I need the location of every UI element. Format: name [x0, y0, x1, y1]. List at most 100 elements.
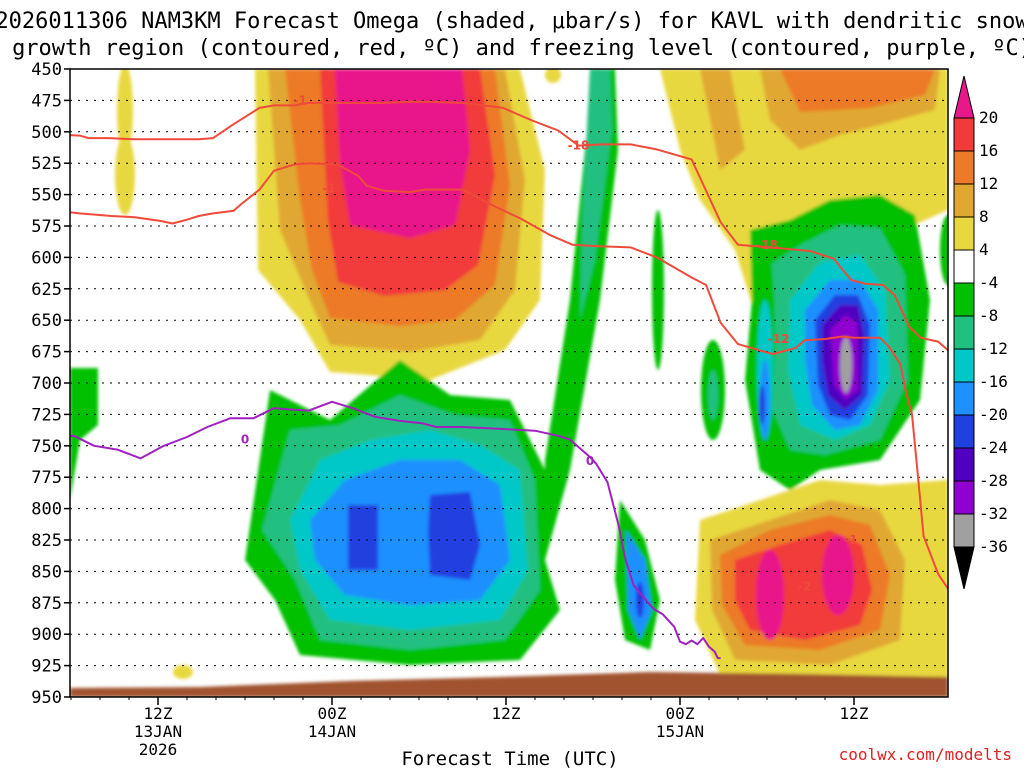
y-tick-label: 750 [31, 437, 62, 457]
omega-rising-core [822, 535, 854, 615]
y-axis: 450 475 500 525 550 575 600 625 650 675 700 725 750 7… [31, 60, 70, 708]
colorbar-tick-label: -32 [979, 504, 1008, 523]
colorbar-tick-label: 20 [979, 108, 998, 127]
terrain-ground [70, 672, 948, 697]
omega-rising-region [117, 69, 133, 155]
colorbar-tick-label: -28 [979, 471, 1008, 490]
y-tick-label: 775 [31, 468, 62, 488]
colorbar-swatch [953, 513, 975, 548]
x-tick-label: 00Z [666, 704, 695, 723]
y-tick-label: 625 [31, 280, 62, 300]
colorbar-tick-label: 12 [979, 174, 998, 193]
y-tick-label: 600 [31, 248, 62, 268]
y-tick-label: 650 [31, 311, 62, 331]
y-tick-label: 575 [31, 217, 62, 237]
contour-label: 0 [241, 433, 249, 447]
omega-sinking-max [840, 337, 852, 393]
y-tick-label: 700 [31, 374, 62, 394]
x-axis-label: Forecast Time (UTC) [401, 748, 618, 768]
y-tick-label: 725 [31, 405, 62, 425]
colorbar-tick-label: -12 [979, 339, 1008, 358]
x-tick-label: 12Z [840, 704, 869, 723]
y-tick-label: 550 [31, 186, 62, 206]
contour-dgz_upper [70, 100, 948, 352]
colorbar-swatch [953, 183, 975, 218]
omega-rising-region [780, 69, 935, 112]
colorbar-swatch [953, 117, 975, 152]
colorbar-swatch [953, 150, 975, 185]
contour-label: 0 [586, 454, 594, 468]
colorbar-tick-label: -4 [979, 273, 998, 292]
y-tick-label: 500 [31, 123, 62, 143]
contour-label: -1 [844, 533, 857, 547]
y-tick-label: 950 [31, 688, 62, 708]
omega-rising-core [335, 69, 470, 238]
omega-rising-region [173, 665, 193, 679]
y-tick-label: 450 [31, 60, 62, 80]
omega-rising-region [545, 69, 561, 83]
omega-rising-region [700, 69, 745, 170]
x-tick-date: 14JAN [308, 722, 356, 741]
colorbar-swatch [953, 249, 975, 284]
omega-sinking-region [580, 69, 612, 320]
omega-sinking-core [428, 492, 480, 580]
colorbar-swatch [953, 480, 975, 515]
chart-title-line1: 2026011306 NAM3KM Forecast Omega (shaded… [0, 9, 1024, 34]
y-tick-label: 850 [31, 562, 62, 582]
colorbar-swatch [953, 216, 975, 251]
colorbar-swatch [953, 414, 975, 449]
omega-sinking-core [348, 505, 378, 570]
contour-label: -1 [322, 181, 335, 195]
colorbar-max-arrow [953, 75, 975, 119]
colorbar-tick-label: 16 [979, 141, 998, 160]
x-tick-label: 12Z [492, 704, 521, 723]
x-tick-label: 00Z [318, 704, 347, 723]
y-tick-label: 900 [31, 625, 62, 645]
contour-lines: -1 -1 -18 -18 -12 -2 -1 0 0 [70, 93, 948, 660]
x-tick-date: 13JAN [134, 722, 182, 741]
omega-sinking-core [636, 582, 644, 618]
colorbar-tick-label: -16 [979, 372, 1008, 391]
omega-sinking-region [652, 210, 664, 370]
contour-freezing [70, 400, 721, 660]
colorbar-min-arrow [953, 546, 975, 590]
omega-sinking-region [940, 215, 948, 285]
contour-label: -18 [756, 238, 778, 252]
colorbar-tick-label: -8 [979, 306, 998, 325]
colorbar-swatch [953, 348, 975, 383]
colorbar-tick-label: 8 [979, 207, 989, 226]
y-tick-label: 675 [31, 343, 62, 363]
credit-label: coolwx.com/modelts [839, 745, 1012, 764]
omega-rising-core [756, 550, 784, 640]
omega-shading [70, 69, 948, 697]
chart-title-line2: growth region (contoured, red, ºC) and f… [12, 36, 1024, 61]
x-tick-date: 15JAN [656, 722, 704, 741]
contour-label: -12 [768, 332, 790, 346]
colorbar: 20 16 12 8 4 -4 -8 -12 -16 -20 -24 -28 -32 -36 [953, 75, 1008, 590]
y-tick-label: 525 [31, 154, 62, 174]
colorbar-swatch [953, 447, 975, 482]
x-tick-label: 12Z [144, 704, 173, 723]
x-tick-year: 2026 [139, 740, 178, 759]
colorbar-swatch [953, 381, 975, 416]
omega-sinking-region [708, 370, 718, 420]
y-tick-label: 800 [31, 500, 62, 520]
y-tick-label: 875 [31, 594, 62, 614]
omega-rising-region [115, 135, 135, 215]
contour-label: -18 [568, 139, 590, 153]
y-tick-label: 475 [31, 91, 62, 111]
colorbar-swatch [953, 282, 975, 317]
colorbar-tick-label: -20 [979, 405, 1008, 424]
colorbar-tick-label: -24 [979, 438, 1008, 457]
y-tick-label: 825 [31, 531, 62, 551]
colorbar-tick-label: -36 [979, 537, 1008, 556]
contour-dgz_lower [70, 162, 948, 591]
contour-label: -2 [798, 579, 811, 593]
omega-sinking-core [759, 385, 765, 425]
contour-label: -1 [293, 93, 306, 107]
colorbar-swatch [953, 315, 975, 350]
colorbar-tick-label: 4 [979, 240, 989, 259]
y-tick-label: 925 [31, 657, 62, 677]
